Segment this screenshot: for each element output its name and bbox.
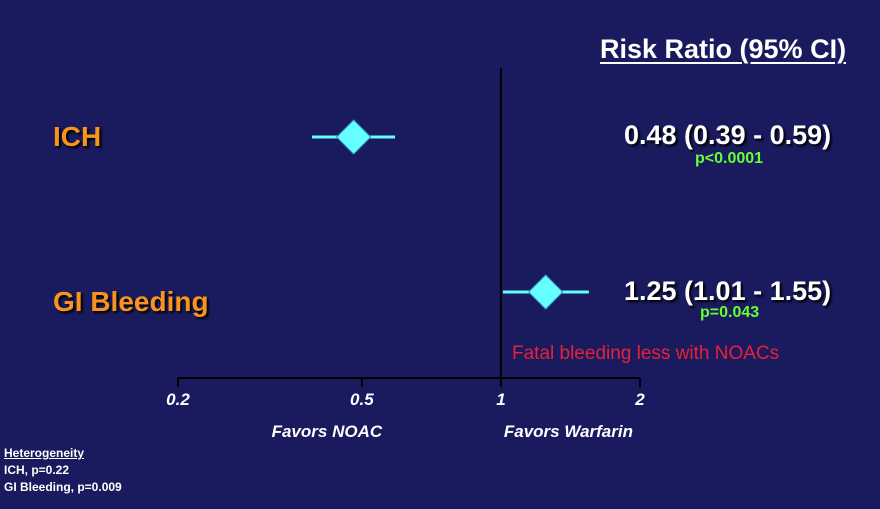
x-tick-label: 2	[634, 390, 645, 409]
point-estimate-diamond	[527, 274, 564, 310]
p-value-gi-bleeding: p=0.043	[700, 304, 760, 321]
x-tick-label: 0.5	[350, 390, 374, 409]
x-tick-label: 0.2	[166, 390, 190, 409]
row-label-gi-bleeding: GI Bleeding	[53, 286, 209, 317]
heterogeneity-line-ich: ICH, p=0.22	[4, 463, 70, 477]
x-label-favors-warfarin: Favors Warfarin	[504, 422, 633, 441]
heterogeneity-line-gi: GI Bleeding, p=0.009	[4, 480, 122, 494]
row-label-ich: ICH	[53, 121, 102, 152]
heterogeneity-title: Heterogeneity	[4, 446, 85, 460]
point-estimate-diamond	[335, 119, 372, 155]
heterogeneity-note: Heterogeneity ICH, p=0.22 GI Bleeding, p…	[4, 445, 122, 496]
risk-ratio-value-gi-bleeding: 1.25 (1.01 - 1.55)	[624, 276, 832, 306]
p-value-ich: p<0.0001	[695, 150, 764, 167]
x-tick-label: 1	[496, 390, 505, 409]
risk-ratio-value-ich: 0.48 (0.39 - 0.59)	[624, 120, 832, 150]
x-label-favors-noac: Favors NOAC	[272, 422, 383, 441]
risk-ratio-header: Risk Ratio (95% CI)	[600, 34, 847, 64]
annotation-fatal-bleeding: Fatal bleeding less with NOACs	[512, 343, 780, 364]
